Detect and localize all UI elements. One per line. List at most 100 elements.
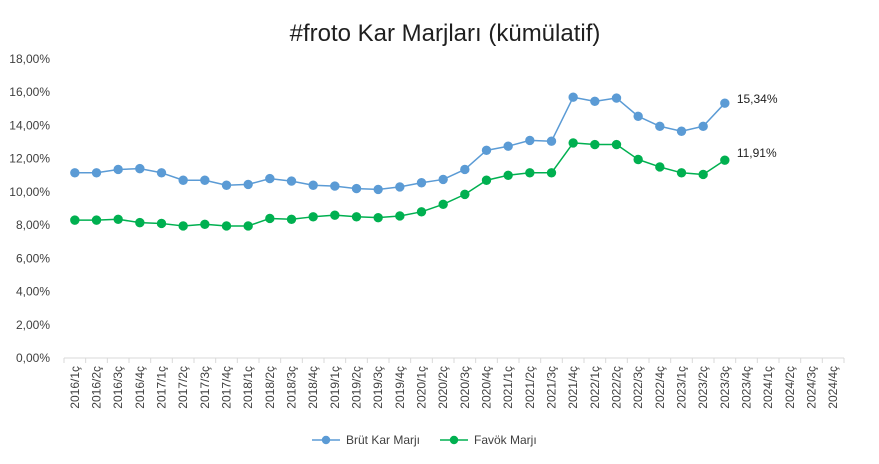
data-point-brut-kar-marji bbox=[156, 168, 167, 178]
series-line-brut-kar-marji bbox=[74, 96, 726, 191]
data-point-favok-marji bbox=[633, 154, 643, 165]
data-point-brut-kar-marji bbox=[633, 111, 643, 122]
data-point-favok-marji bbox=[525, 168, 535, 178]
data-point-favok-marji bbox=[373, 212, 383, 223]
x-axis: 2016/1ç 2016/2ç 2016/3ç 2016/4ç 2017/1ç 2017/… bbox=[63, 358, 845, 409]
x-tick-label: 2023/3ç bbox=[718, 366, 732, 409]
data-point-brut-kar-marji bbox=[135, 163, 145, 174]
data-point-favok-marji bbox=[286, 214, 297, 225]
data-point-brut-kar-marji bbox=[525, 135, 535, 146]
legend-label: Brüt Kar Marjı bbox=[346, 433, 420, 447]
x-tick-label: 2016/1ç bbox=[68, 366, 82, 409]
y-tick-label: 14,00% bbox=[9, 118, 50, 132]
data-point-brut-kar-marji bbox=[113, 164, 123, 175]
y-tick-label: 10,00% bbox=[9, 185, 50, 199]
y-tick-label: 16,00% bbox=[9, 85, 50, 99]
x-tick-label: 2021/3ç bbox=[545, 366, 559, 409]
data-point-brut-kar-marji bbox=[460, 164, 470, 175]
y-tick-label: 18,00% bbox=[9, 52, 50, 66]
data-label: 11,91% bbox=[737, 146, 777, 160]
x-tick-label: 2017/1ç bbox=[155, 366, 169, 409]
x-tick-label: 2019/1ç bbox=[328, 366, 342, 409]
x-tick-label: 2017/4ç bbox=[220, 366, 234, 409]
x-tick-label: 2019/3ç bbox=[371, 366, 385, 409]
data-point-favok-marji bbox=[70, 215, 80, 225]
x-tick-label: 2021/1ç bbox=[501, 366, 515, 409]
x-tick-label: 2016/4ç bbox=[133, 366, 147, 409]
x-tick-label: 2024/4ç bbox=[826, 366, 840, 409]
legend-marker bbox=[449, 435, 459, 445]
data-point-favok-marji bbox=[135, 217, 145, 228]
data-point-brut-kar-marji bbox=[91, 168, 102, 178]
data-point-brut-kar-marji bbox=[200, 175, 210, 185]
y-tick-label: 2,00% bbox=[16, 318, 50, 332]
data-point-brut-kar-marji bbox=[698, 121, 708, 131]
data-point-brut-kar-marji bbox=[416, 178, 427, 188]
data-point-favok-marji bbox=[503, 170, 513, 180]
data-point-brut-kar-marji bbox=[395, 182, 405, 192]
x-tick-label: 2019/2ç bbox=[350, 366, 364, 409]
x-tick-label: 2018/1ç bbox=[241, 366, 255, 409]
x-tick-label: 2022/2ç bbox=[610, 366, 624, 409]
data-point-favok-marji bbox=[91, 215, 102, 225]
data-point-brut-kar-marji bbox=[503, 141, 513, 151]
data-labels: 15,34% 11,91% bbox=[737, 92, 778, 160]
data-point-favok-marji bbox=[113, 214, 123, 225]
data-point-favok-marji bbox=[611, 139, 622, 150]
x-tick-label: 2016/3ç bbox=[111, 366, 125, 409]
data-point-brut-kar-marji bbox=[720, 98, 730, 108]
x-tick-label: 2022/1ç bbox=[588, 366, 602, 409]
x-tick-label: 2023/4ç bbox=[740, 366, 754, 409]
data-point-favok-marji bbox=[655, 162, 665, 172]
data-point-favok-marji bbox=[481, 175, 492, 185]
x-tick-label: 2018/4ç bbox=[306, 366, 320, 409]
x-tick-label: 2023/2ç bbox=[696, 366, 710, 409]
data-point-favok-marji bbox=[351, 212, 362, 222]
data-point-favok-marji bbox=[243, 221, 253, 231]
legend-marker bbox=[321, 435, 331, 445]
data-point-brut-kar-marji bbox=[373, 184, 383, 195]
data-point-brut-kar-marji bbox=[70, 168, 80, 178]
data-point-brut-kar-marji bbox=[243, 179, 253, 190]
data-point-favok-marji bbox=[330, 210, 340, 220]
x-tick-label: 2021/2ç bbox=[523, 366, 537, 409]
data-point-favok-marji bbox=[590, 139, 600, 150]
x-tick-label: 2024/1ç bbox=[761, 366, 775, 409]
x-tick-label: 2016/2ç bbox=[90, 366, 104, 409]
x-tick-label: 2020/2ç bbox=[436, 366, 450, 409]
legend-label: Favök Marjı bbox=[474, 433, 537, 447]
y-tick-label: 0,00% bbox=[16, 351, 50, 365]
data-point-favok-marji bbox=[720, 155, 730, 165]
data-point-brut-kar-marji bbox=[568, 92, 578, 102]
x-tick-label: 2024/3ç bbox=[805, 366, 819, 409]
data-label: 15,34% bbox=[737, 92, 778, 106]
data-point-favok-marji bbox=[546, 168, 557, 178]
data-point-brut-kar-marji bbox=[308, 180, 318, 190]
x-tick-label: 2020/4ç bbox=[480, 366, 494, 409]
y-tick-label: 4,00% bbox=[16, 285, 50, 299]
data-point-favok-marji bbox=[460, 189, 470, 200]
legend: Brüt Kar Marjı Favök Marjı bbox=[312, 433, 537, 447]
data-point-favok-marji bbox=[395, 211, 405, 221]
y-tick-label: 12,00% bbox=[9, 152, 50, 166]
data-point-favok-marji bbox=[308, 212, 318, 222]
data-point-brut-kar-marji bbox=[286, 176, 297, 186]
x-tick-label: 2022/4ç bbox=[653, 366, 667, 409]
y-axis: 0,00% 2,00% 4,00% 6,00% 8,00% 10,00% 12,00% 14,… bbox=[9, 52, 50, 365]
data-point-favok-marji bbox=[416, 207, 427, 217]
data-point-brut-kar-marji bbox=[590, 96, 600, 107]
data-point-favok-marji bbox=[156, 218, 167, 229]
data-point-favok-marji bbox=[265, 213, 275, 224]
data-point-brut-kar-marji bbox=[330, 181, 340, 191]
data-point-favok-marji bbox=[568, 138, 578, 148]
series-layer bbox=[70, 92, 730, 231]
data-point-favok-marji bbox=[698, 169, 708, 180]
x-tick-label: 2017/3ç bbox=[198, 366, 212, 409]
x-tick-label: 2019/4ç bbox=[393, 366, 407, 409]
data-point-favok-marji bbox=[178, 221, 188, 231]
y-tick-label: 8,00% bbox=[16, 218, 50, 232]
x-tick-label: 2020/3ç bbox=[458, 366, 472, 409]
x-tick-label: 2017/2ç bbox=[176, 366, 190, 409]
